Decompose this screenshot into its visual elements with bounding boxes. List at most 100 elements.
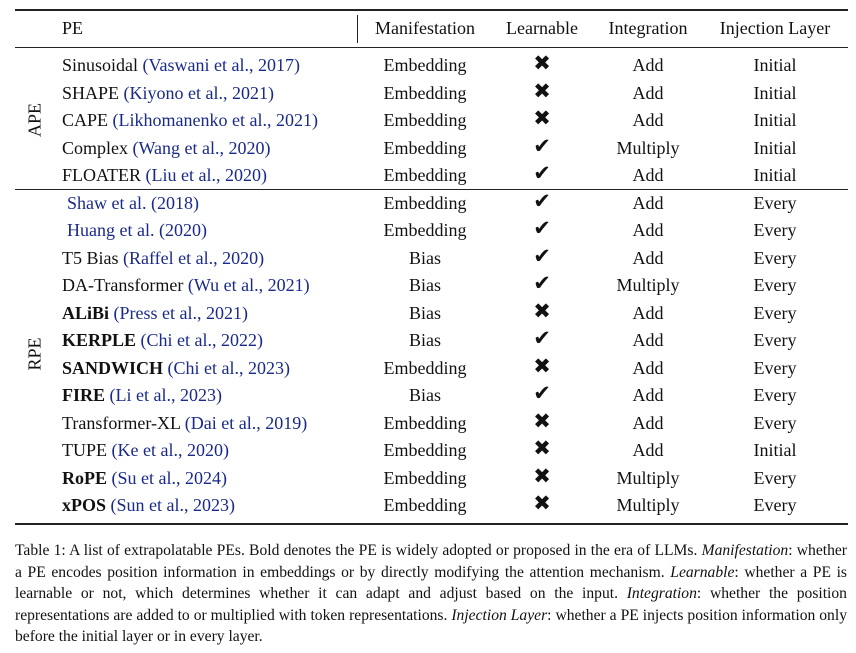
pe-name: SANDWICH <box>62 357 164 378</box>
learnable: ✔ <box>533 326 551 350</box>
learnable: ✖ <box>533 106 551 130</box>
manifestation: Embedding <box>383 220 467 240</box>
manifestation: Embedding <box>383 440 467 460</box>
caption-text: Manifestation <box>701 542 789 559</box>
citation: (Liu et al., 2020) <box>145 165 267 185</box>
pe-name: TUPE <box>62 440 107 460</box>
header-separator <box>357 15 358 43</box>
pe-cell: FIRE (Li et al., 2023) <box>62 384 222 406</box>
injection-layer: Initial <box>753 440 797 460</box>
caption-text: Learnable <box>670 563 735 581</box>
pe-cell: Huang et al. (2020) <box>67 219 207 241</box>
learnable: ✖ <box>533 436 551 460</box>
citation: (Chi et al., 2023) <box>167 357 290 378</box>
manifestation: Bias <box>408 302 442 323</box>
integration: Add <box>632 165 664 185</box>
pe-name: FIRE <box>62 385 106 405</box>
pe-name: Complex <box>62 137 128 158</box>
pe-name: SHAPE <box>62 82 120 103</box>
pe-cell: ALiBi (Press et al., 2021) <box>62 302 248 324</box>
bottom-rule <box>15 523 848 525</box>
pe-cell: FLOATER (Liu et al., 2020) <box>62 164 267 186</box>
learnable: ✖ <box>533 78 551 103</box>
injection-layer: Every <box>753 192 797 213</box>
caption-text: Injection Layer <box>451 606 548 624</box>
injection-layer: Every <box>753 330 797 350</box>
injection-layer: Every <box>753 385 797 405</box>
pe-cell: T5 Bias (Raffel et al., 2020) <box>62 247 264 269</box>
learnable: ✖ <box>533 353 551 378</box>
learnable: ✖ <box>533 408 551 433</box>
citation: (Likhomanenko et al., 2021) <box>112 110 318 130</box>
header-cell: Integration <box>608 18 688 38</box>
citation: Shaw et al. (2018) <box>67 192 199 213</box>
caption: Table 1: A list of extrapolatable PEs. B… <box>15 540 847 648</box>
injection-layer: Every <box>753 495 797 515</box>
integration: Add <box>632 110 664 130</box>
caption-text: Table 1: A list of extrapolatable PEs. B… <box>15 542 702 559</box>
pe-name: T5 Bias <box>62 247 119 268</box>
pe-name: RoPE <box>62 467 107 488</box>
manifestation: Embedding <box>383 467 467 488</box>
integration: Multiply <box>616 275 680 295</box>
pe-cell: Complex (Wang et al., 2020) <box>62 137 271 159</box>
manifestation: Embedding <box>383 165 467 185</box>
injection-layer: Initial <box>753 137 797 158</box>
pe-cell: SHAPE (Kiyono et al., 2021) <box>62 82 274 104</box>
header-cell: PE <box>62 18 84 38</box>
manifestation: Embedding <box>383 137 467 158</box>
learnable: ✔ <box>533 381 551 405</box>
pe-cell: Shaw et al. (2018) <box>67 192 199 214</box>
injection-layer: Every <box>753 220 797 240</box>
pe-cell: KERPLE (Chi et al., 2022) <box>62 329 263 351</box>
citation: (Chi et al., 2022) <box>140 330 263 350</box>
group-label: APE <box>24 102 45 138</box>
citation: (Li et al., 2023) <box>109 385 222 405</box>
integration: Add <box>632 412 664 433</box>
header-cell: Learnable <box>506 18 578 38</box>
manifestation: Embedding <box>383 192 467 213</box>
caption-text: : whether the position representations a… <box>15 585 847 624</box>
injection-layer: Initial <box>753 82 797 103</box>
pe-cell: SANDWICH (Chi et al., 2023) <box>62 357 290 379</box>
manifestation: Embedding <box>383 412 467 433</box>
citation: Huang et al. (2020) <box>67 220 207 240</box>
injection-layer: Initial <box>753 110 797 130</box>
group-label: RPE <box>24 337 45 371</box>
group-rule <box>15 189 848 190</box>
manifestation: Embedding <box>383 495 467 515</box>
learnable: ✔ <box>533 216 551 240</box>
caption-text: Integration <box>626 585 697 602</box>
pe-name: ALiBi <box>62 302 110 323</box>
injection-layer: Every <box>753 412 797 433</box>
injection-layer: Every <box>753 275 797 295</box>
citation: (Wang et al., 2020) <box>132 137 271 158</box>
injection-layer: Every <box>753 302 797 323</box>
integration: Add <box>632 385 664 405</box>
integration: Add <box>632 82 664 103</box>
integration: Add <box>632 192 664 213</box>
pe-cell: Sinusoidal (Vaswani et al., 2017) <box>62 54 300 76</box>
citation: (Press et al., 2021) <box>113 302 248 323</box>
learnable: ✔ <box>533 161 551 185</box>
injection-layer: Every <box>753 467 797 488</box>
learnable: ✔ <box>533 188 551 213</box>
pe-cell: TUPE (Ke et al., 2020) <box>62 439 229 461</box>
header-cell: Injection Layer <box>719 18 831 38</box>
manifestation: Embedding <box>383 82 467 103</box>
citation: (Sun et al., 2023) <box>110 495 235 515</box>
header-rule <box>15 47 848 48</box>
injection-layer: Every <box>753 357 797 378</box>
manifestation: Embedding <box>383 357 467 378</box>
manifestation: Embedding <box>383 110 467 130</box>
learnable: ✖ <box>533 298 551 323</box>
pe-name: FLOATER <box>62 165 142 185</box>
learnable: ✖ <box>533 463 551 488</box>
manifestation: Bias <box>408 330 442 350</box>
pe-cell: CAPE (Likhomanenko et al., 2021) <box>62 109 318 131</box>
manifestation: Bias <box>408 275 442 295</box>
integration: Add <box>632 330 664 350</box>
pe-cell: RoPE (Su et al., 2024) <box>62 467 227 489</box>
learnable: ✖ <box>533 491 551 515</box>
